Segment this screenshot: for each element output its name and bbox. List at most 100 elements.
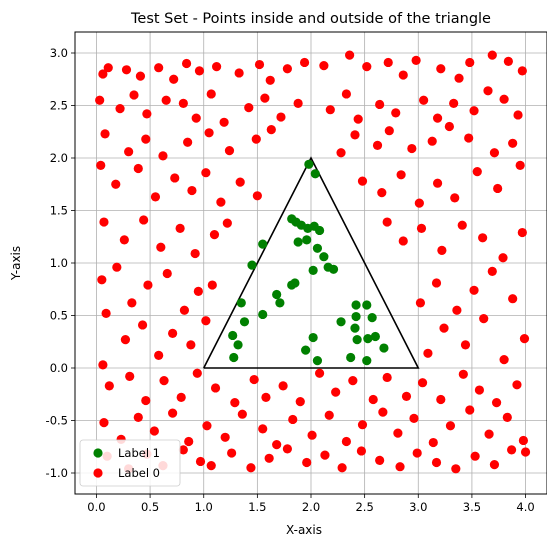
label-0-point [517, 227, 527, 238]
label-0-point [143, 280, 153, 290]
label-0-point [135, 71, 146, 81]
label-0-point [168, 328, 178, 338]
label-0-point [104, 381, 114, 391]
label-0-point [341, 436, 351, 447]
label-0-point [412, 448, 422, 458]
label-1-point [228, 330, 238, 341]
label-0-point [235, 177, 245, 187]
label-0-point [458, 369, 468, 379]
label-0-point [142, 109, 152, 119]
label-0-point [265, 75, 275, 85]
y-ticks: -1.0 -0.5 0.0 0.5 1.0 1.5 2.0 2.5 3.0 [46, 46, 75, 480]
label-0-point [141, 134, 151, 144]
label-0-point [207, 280, 217, 290]
label-0-point [336, 148, 346, 158]
label-0-point [133, 163, 143, 174]
label-0-point [395, 462, 405, 472]
label-0-point [478, 233, 488, 243]
label-0-point [423, 348, 433, 358]
label-0-point [219, 117, 229, 127]
label-0-point [124, 147, 134, 157]
label-0-point [244, 103, 254, 113]
label-0-point [178, 445, 188, 455]
label-0-point [331, 387, 341, 397]
label-0-point [375, 455, 385, 465]
label-0-point [169, 74, 179, 84]
label-0-point [437, 245, 447, 255]
label-0-point [158, 151, 168, 161]
label-0-point [156, 242, 166, 252]
label-0-point [99, 217, 109, 227]
label-0-point [520, 447, 531, 457]
label-0-point [419, 95, 429, 105]
label-0-point [508, 138, 518, 148]
legend-label: Label 0 [118, 466, 160, 480]
label-0-point [127, 298, 137, 308]
label-1-point [351, 311, 361, 322]
y-tick-label: -0.5 [46, 414, 68, 428]
label-0-point [465, 57, 475, 68]
label-0-point [519, 334, 530, 344]
label-0-point [436, 64, 446, 74]
label-0-point [449, 98, 459, 108]
legend-marker [93, 448, 103, 458]
label-0-point [204, 128, 214, 138]
y-tick-label: 1.0 [50, 256, 68, 270]
label-0-point [276, 112, 286, 122]
label-0-point [150, 192, 161, 202]
label-0-point [375, 99, 385, 110]
label-0-point [491, 398, 502, 408]
points-layer [95, 50, 531, 474]
label-1-point [302, 235, 312, 245]
label-0-point [382, 372, 392, 383]
label-1-point [308, 265, 318, 275]
x-tick-label: 1.5 [248, 500, 266, 514]
label-0-point [98, 69, 108, 79]
x-tick-label: 4.0 [516, 500, 534, 514]
label-0-point [383, 57, 393, 68]
label-0-point [278, 381, 288, 391]
label-0-point [184, 436, 194, 447]
label-0-point [431, 278, 442, 288]
label-1-point [312, 243, 323, 253]
label-0-point [378, 407, 388, 417]
label-0-point [508, 294, 518, 304]
label-0-point [465, 405, 475, 415]
label-1-point [362, 300, 372, 310]
label-1-point [308, 332, 318, 343]
label-0-point [201, 316, 211, 326]
label-0-point [377, 188, 387, 198]
label-0-point [121, 65, 132, 75]
x-tick-label: 1.0 [195, 500, 213, 514]
chart-title: Test Set - Points inside and outside of … [130, 11, 491, 27]
label-0-point [502, 412, 512, 422]
label-0-point [484, 429, 494, 439]
label-0-point [264, 453, 274, 463]
label-0-point [515, 160, 525, 170]
label-0-point [348, 376, 358, 386]
label-1-point [350, 323, 360, 333]
label-0-point [100, 129, 110, 139]
label-0-point [513, 110, 523, 120]
label-0-point [96, 160, 106, 170]
label-0-point [372, 140, 383, 150]
label-0-point [299, 57, 310, 68]
label-1-point [351, 300, 361, 310]
label-0-point [129, 90, 139, 100]
label-1-point [301, 345, 311, 355]
label-0-point [237, 409, 247, 419]
label-0-point [183, 137, 193, 147]
label-0-point [479, 314, 489, 324]
label-0-point [227, 448, 237, 458]
label-0-point [384, 126, 394, 136]
label-1-point [272, 289, 282, 300]
label-0-point [337, 463, 347, 473]
label-0-point [201, 168, 211, 178]
y-tick-label: 1.5 [50, 204, 68, 218]
label-0-point [518, 435, 529, 446]
y-tick-label: 0.0 [50, 361, 68, 375]
label-0-point [288, 414, 298, 425]
y-tick-label: 2.0 [50, 151, 68, 165]
label-0-point [357, 420, 368, 430]
